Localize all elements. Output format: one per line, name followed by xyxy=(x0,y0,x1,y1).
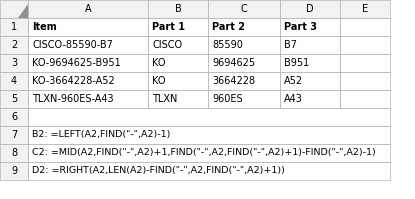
Bar xyxy=(340,0,390,18)
Bar xyxy=(208,18,280,36)
Bar xyxy=(340,36,390,54)
Bar xyxy=(340,90,390,108)
Bar xyxy=(0,162,28,180)
Bar xyxy=(28,54,148,72)
Bar xyxy=(148,72,208,90)
Bar xyxy=(280,0,340,18)
Text: D: D xyxy=(306,4,314,14)
Bar xyxy=(28,126,390,144)
Text: 3: 3 xyxy=(11,58,17,68)
Bar xyxy=(28,90,148,108)
Text: D2: =RIGHT(A2,LEN(A2)-FIND("-",A2,FIND("-",A2)+1)): D2: =RIGHT(A2,LEN(A2)-FIND("-",A2,FIND("… xyxy=(32,167,285,176)
Bar xyxy=(148,54,208,72)
Bar xyxy=(148,90,208,108)
Bar xyxy=(148,0,208,18)
Text: 7: 7 xyxy=(11,130,17,140)
Text: KO-3664228-A52: KO-3664228-A52 xyxy=(32,76,115,86)
Bar xyxy=(208,36,280,54)
Bar xyxy=(28,18,148,36)
Bar xyxy=(0,126,28,144)
Polygon shape xyxy=(18,4,28,18)
Bar xyxy=(340,72,390,90)
Text: TLXN: TLXN xyxy=(152,94,177,104)
Bar xyxy=(280,18,340,36)
Bar xyxy=(280,90,340,108)
Text: 9694625: 9694625 xyxy=(212,58,255,68)
Text: Item: Item xyxy=(32,22,57,32)
Bar xyxy=(208,90,280,108)
Text: B: B xyxy=(175,4,181,14)
Text: 85590: 85590 xyxy=(212,40,243,50)
Text: 2: 2 xyxy=(11,40,17,50)
Bar xyxy=(28,162,390,180)
Text: B7: B7 xyxy=(284,40,297,50)
Text: 3664228: 3664228 xyxy=(212,76,255,86)
Text: B2: =LEFT(A2,FIND("-",A2)-1): B2: =LEFT(A2,FIND("-",A2)-1) xyxy=(32,131,171,139)
Text: TLXN-960ES-A43: TLXN-960ES-A43 xyxy=(32,94,114,104)
Bar xyxy=(28,72,148,90)
Text: C: C xyxy=(241,4,247,14)
Bar xyxy=(280,72,340,90)
Bar xyxy=(28,108,390,126)
Text: KO: KO xyxy=(152,76,166,86)
Text: CISCO: CISCO xyxy=(152,40,182,50)
Bar xyxy=(28,0,148,18)
Bar xyxy=(0,72,28,90)
Bar xyxy=(0,90,28,108)
Bar xyxy=(28,144,390,162)
Bar xyxy=(208,0,280,18)
Bar xyxy=(0,54,28,72)
Text: KO-9694625-B951: KO-9694625-B951 xyxy=(32,58,121,68)
Bar xyxy=(280,54,340,72)
Bar xyxy=(340,18,390,36)
Text: C2: =MID(A2,FIND("-",A2)+1,FIND("-",A2,FIND("-",A2)+1)-FIND("-",A2)-1): C2: =MID(A2,FIND("-",A2)+1,FIND("-",A2,F… xyxy=(32,148,376,157)
Text: Part 2: Part 2 xyxy=(212,22,245,32)
Bar xyxy=(0,144,28,162)
Text: B951: B951 xyxy=(284,58,309,68)
Bar xyxy=(0,18,28,36)
Bar xyxy=(148,18,208,36)
Bar xyxy=(28,36,148,54)
Bar xyxy=(340,54,390,72)
Text: 6: 6 xyxy=(11,112,17,122)
Bar xyxy=(208,54,280,72)
Text: Part 1: Part 1 xyxy=(152,22,185,32)
Bar xyxy=(0,108,28,126)
Bar xyxy=(280,36,340,54)
Text: 9: 9 xyxy=(11,166,17,176)
Bar xyxy=(0,36,28,54)
Bar xyxy=(0,0,28,18)
Text: 8: 8 xyxy=(11,148,17,158)
Text: KO: KO xyxy=(152,58,166,68)
Text: A52: A52 xyxy=(284,76,303,86)
Text: E: E xyxy=(362,4,368,14)
Text: CISCO-85590-B7: CISCO-85590-B7 xyxy=(32,40,113,50)
Bar xyxy=(148,36,208,54)
Text: 4: 4 xyxy=(11,76,17,86)
Text: A43: A43 xyxy=(284,94,303,104)
Text: 5: 5 xyxy=(11,94,17,104)
Text: Part 3: Part 3 xyxy=(284,22,317,32)
Text: A: A xyxy=(85,4,91,14)
Bar xyxy=(208,72,280,90)
Text: 1: 1 xyxy=(11,22,17,32)
Text: 960ES: 960ES xyxy=(212,94,243,104)
